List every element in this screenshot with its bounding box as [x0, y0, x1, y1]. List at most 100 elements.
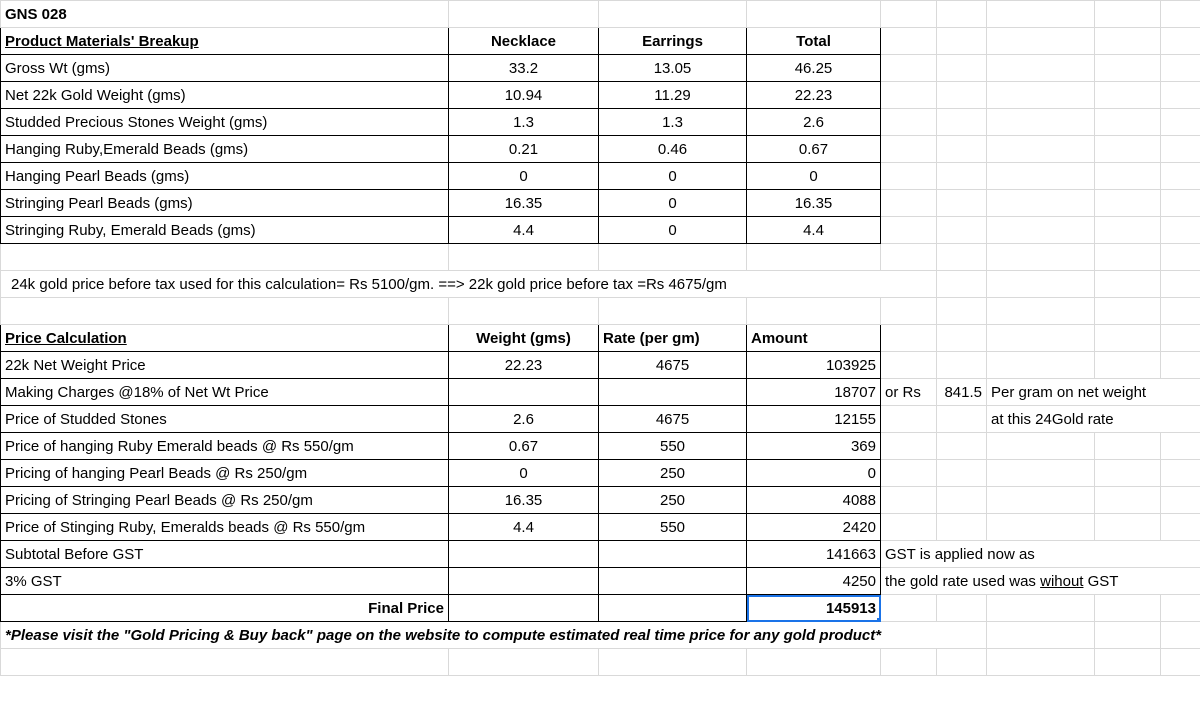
cell-col-rate[interactable]: Rate (per gm) [599, 325, 747, 352]
cell-subtotal-amount[interactable]: 141663 [747, 541, 881, 568]
cell[interactable] [987, 136, 1095, 163]
cell[interactable] [1161, 514, 1200, 541]
cell[interactable] [449, 244, 599, 271]
cell-gst-label[interactable]: 3% GST [1, 568, 449, 595]
cell[interactable]: 2420 [747, 514, 881, 541]
cell[interactable] [881, 28, 937, 55]
cell[interactable] [937, 163, 987, 190]
cell[interactable] [1095, 649, 1161, 676]
cell-mat-label[interactable]: Hanging Pearl Beads (gms) [1, 163, 449, 190]
cell[interactable] [747, 1, 881, 28]
cell[interactable]: 1.3 [599, 109, 747, 136]
cell[interactable]: 369 [747, 433, 881, 460]
cell[interactable] [599, 541, 747, 568]
cell[interactable] [1161, 460, 1200, 487]
cell[interactable]: 12155 [747, 406, 881, 433]
cell-mat-label[interactable]: Studded Precious Stones Weight (gms) [1, 109, 449, 136]
cell-price-heading[interactable]: Price Calculation [1, 325, 449, 352]
cell[interactable] [1095, 325, 1161, 352]
cell[interactable] [987, 28, 1095, 55]
cell[interactable] [1161, 136, 1200, 163]
cell[interactable]: 4.4 [747, 217, 881, 244]
cell[interactable] [1161, 82, 1200, 109]
cell[interactable]: 0 [747, 163, 881, 190]
cell-side-note[interactable]: GST is applied now as [881, 541, 1200, 568]
cell[interactable] [881, 298, 937, 325]
cell[interactable] [881, 190, 937, 217]
cell[interactable] [937, 352, 987, 379]
cell-materials-heading[interactable]: Product Materials' Breakup [1, 28, 449, 55]
cell-side-note[interactable]: Per gram on net weight [987, 379, 1200, 406]
cell[interactable] [1161, 109, 1200, 136]
cell[interactable] [881, 595, 937, 622]
cell[interactable] [937, 136, 987, 163]
cell[interactable] [937, 433, 987, 460]
cell[interactable]: 250 [599, 487, 747, 514]
cell[interactable] [1161, 433, 1200, 460]
cell[interactable] [1161, 271, 1200, 298]
cell-final-amount-selected[interactable]: 145913 [747, 595, 881, 622]
cell[interactable] [987, 595, 1095, 622]
cell[interactable] [937, 271, 987, 298]
cell[interactable] [881, 82, 937, 109]
cell-col-necklace[interactable]: Necklace [449, 28, 599, 55]
cell[interactable]: 550 [599, 514, 747, 541]
cell[interactable] [937, 109, 987, 136]
cell[interactable]: 103925 [747, 352, 881, 379]
cell-gst-amount[interactable]: 4250 [747, 568, 881, 595]
cell[interactable] [1161, 298, 1200, 325]
cell[interactable] [1095, 1, 1161, 28]
cell[interactable] [937, 325, 987, 352]
cell[interactable] [1, 244, 449, 271]
cell-price-label[interactable]: Pricing of hanging Pearl Beads @ Rs 250/… [1, 460, 449, 487]
cell[interactable]: 4675 [599, 406, 747, 433]
cell-side-note[interactable]: at this 24Gold rate [987, 406, 1200, 433]
cell-mat-label[interactable]: Hanging Ruby,Emerald Beads (gms) [1, 136, 449, 163]
cell[interactable] [1095, 352, 1161, 379]
cell[interactable] [1, 649, 449, 676]
cell[interactable] [1161, 325, 1200, 352]
cell[interactable]: 550 [599, 433, 747, 460]
cell-side-note[interactable]: the gold rate used was wihout GST [881, 568, 1200, 595]
cell-mat-label[interactable]: Stringing Ruby, Emerald Beads (gms) [1, 217, 449, 244]
cell[interactable] [1095, 244, 1161, 271]
cell[interactable] [881, 406, 937, 433]
cell[interactable]: 4088 [747, 487, 881, 514]
cell[interactable] [1095, 595, 1161, 622]
cell[interactable]: 0 [747, 460, 881, 487]
cell[interactable] [881, 325, 937, 352]
cell-col-amount[interactable]: Amount [747, 325, 881, 352]
cell[interactable] [599, 568, 747, 595]
cell[interactable] [599, 1, 747, 28]
spreadsheet[interactable]: GNS 028 Product Materials' Breakup Neckl… [0, 0, 1200, 702]
cell[interactable] [881, 217, 937, 244]
cell[interactable] [881, 244, 937, 271]
cell-final-label[interactable]: Final Price [1, 595, 449, 622]
cell[interactable]: 1.3 [449, 109, 599, 136]
cell[interactable] [987, 163, 1095, 190]
cell[interactable] [987, 82, 1095, 109]
cell[interactable] [1095, 514, 1161, 541]
cell[interactable]: 13.05 [599, 55, 747, 82]
cell-price-label[interactable]: Pricing of Stringing Pearl Beads @ Rs 25… [1, 487, 449, 514]
cell[interactable]: 46.25 [747, 55, 881, 82]
cell[interactable]: 16.35 [449, 190, 599, 217]
cell[interactable]: 4.4 [449, 514, 599, 541]
cell-title[interactable]: GNS 028 [1, 1, 449, 28]
cell[interactable]: 2.6 [747, 109, 881, 136]
cell[interactable] [1095, 28, 1161, 55]
cell[interactable] [599, 649, 747, 676]
cell[interactable]: 0 [449, 163, 599, 190]
cell[interactable]: 22.23 [747, 82, 881, 109]
cell[interactable] [1161, 622, 1200, 649]
cell[interactable] [599, 379, 747, 406]
cell[interactable] [1095, 82, 1161, 109]
cell[interactable] [987, 190, 1095, 217]
cell[interactable] [1161, 28, 1200, 55]
cell[interactable] [599, 244, 747, 271]
cell[interactable] [1161, 244, 1200, 271]
cell[interactable] [1161, 352, 1200, 379]
cell[interactable] [987, 487, 1095, 514]
cell-side-note[interactable]: or Rs [881, 379, 937, 406]
cell-col-total[interactable]: Total [747, 28, 881, 55]
